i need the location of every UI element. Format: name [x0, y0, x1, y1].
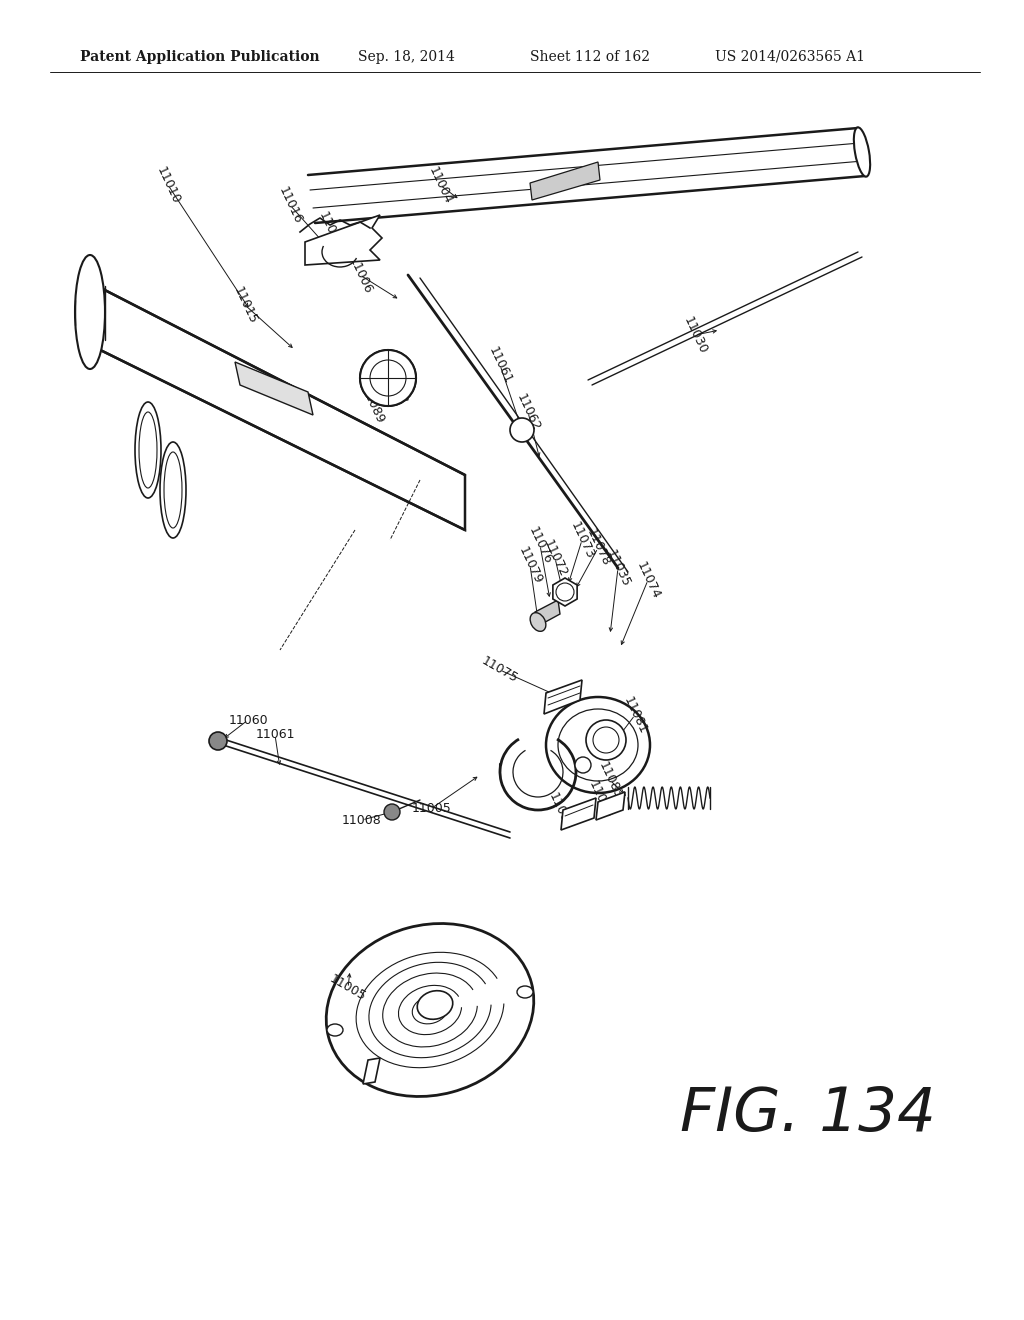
Ellipse shape — [586, 719, 626, 760]
Polygon shape — [544, 680, 582, 714]
Text: Sep. 18, 2014: Sep. 18, 2014 — [358, 50, 455, 63]
Text: 11089: 11089 — [357, 384, 386, 426]
Ellipse shape — [384, 804, 400, 820]
Text: Patent Application Publication: Patent Application Publication — [80, 50, 319, 63]
Ellipse shape — [327, 924, 534, 1097]
Text: 11061: 11061 — [255, 729, 295, 742]
Polygon shape — [535, 601, 560, 626]
Text: 11060: 11060 — [228, 714, 268, 726]
Text: 11076: 11076 — [525, 524, 554, 566]
Text: 11073: 11073 — [567, 519, 596, 561]
Text: 11075: 11075 — [479, 655, 520, 685]
Polygon shape — [305, 215, 382, 265]
Polygon shape — [80, 285, 465, 531]
Ellipse shape — [854, 127, 870, 177]
Polygon shape — [596, 792, 625, 820]
Text: 11078: 11078 — [584, 527, 612, 569]
Polygon shape — [234, 362, 313, 414]
Text: 11083: 11083 — [596, 759, 625, 801]
Ellipse shape — [360, 350, 416, 407]
Ellipse shape — [417, 991, 453, 1019]
Text: 11061: 11061 — [485, 345, 514, 385]
Ellipse shape — [517, 986, 534, 998]
Ellipse shape — [546, 697, 650, 793]
Text: 11085: 11085 — [546, 791, 574, 833]
Text: 11072: 11072 — [541, 537, 569, 578]
Text: FIG. 134: FIG. 134 — [680, 1085, 936, 1144]
Polygon shape — [530, 162, 600, 201]
Ellipse shape — [575, 756, 591, 774]
Ellipse shape — [160, 442, 186, 539]
Polygon shape — [561, 799, 596, 830]
Text: 11006: 11006 — [346, 255, 374, 296]
Polygon shape — [370, 378, 408, 400]
Ellipse shape — [209, 733, 227, 750]
Text: 11010: 11010 — [154, 164, 182, 206]
Text: 11017: 11017 — [315, 210, 344, 251]
Text: 11081: 11081 — [621, 694, 649, 735]
Text: 11005: 11005 — [328, 973, 369, 1003]
Ellipse shape — [530, 612, 546, 631]
Ellipse shape — [327, 1024, 343, 1036]
Text: US 2014/0263565 A1: US 2014/0263565 A1 — [715, 50, 865, 63]
Text: Sheet 112 of 162: Sheet 112 of 162 — [530, 50, 650, 63]
Text: 11015: 11015 — [230, 284, 259, 326]
Text: 11005: 11005 — [412, 801, 452, 814]
Polygon shape — [553, 578, 578, 606]
Text: 11030: 11030 — [681, 314, 710, 355]
Text: 11016: 11016 — [275, 185, 304, 226]
Text: 11035: 11035 — [604, 548, 632, 589]
Ellipse shape — [135, 403, 161, 498]
Ellipse shape — [510, 418, 534, 442]
Text: 11080: 11080 — [586, 779, 614, 821]
Text: 11062: 11062 — [514, 391, 543, 433]
Text: 11004: 11004 — [426, 164, 455, 206]
Polygon shape — [362, 1059, 380, 1084]
Text: 11008: 11008 — [342, 813, 382, 826]
Text: 11079: 11079 — [516, 544, 545, 586]
Text: 11074: 11074 — [634, 560, 663, 601]
Ellipse shape — [75, 255, 105, 370]
